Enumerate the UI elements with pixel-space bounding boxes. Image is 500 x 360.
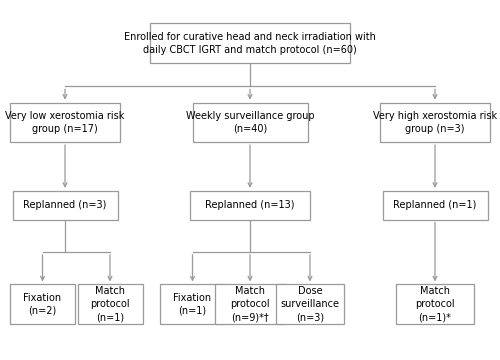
Text: Fixation
(n=1): Fixation (n=1) (174, 293, 212, 316)
Text: Weekly surveillance group
(n=40): Weekly surveillance group (n=40) (186, 111, 314, 134)
FancyBboxPatch shape (276, 284, 344, 324)
FancyBboxPatch shape (190, 191, 310, 220)
FancyBboxPatch shape (160, 284, 225, 324)
Text: Dose
surveillance
(n=3): Dose surveillance (n=3) (280, 287, 340, 322)
FancyBboxPatch shape (78, 284, 142, 324)
FancyBboxPatch shape (192, 103, 308, 142)
FancyBboxPatch shape (12, 191, 118, 220)
Text: Very high xerostomia risk
group (n=3): Very high xerostomia risk group (n=3) (373, 111, 497, 134)
Text: Replanned (n=13): Replanned (n=13) (206, 200, 295, 210)
Text: Replanned (n=3): Replanned (n=3) (24, 200, 106, 210)
FancyBboxPatch shape (382, 191, 488, 220)
Text: Match
protocol
(n=1)*: Match protocol (n=1)* (415, 287, 455, 322)
FancyBboxPatch shape (10, 284, 75, 324)
Text: Very low xerostomia risk
group (n=17): Very low xerostomia risk group (n=17) (6, 111, 124, 134)
Text: Fixation
(n=2): Fixation (n=2) (24, 293, 62, 316)
Text: Match
protocol
(n=9)*†: Match protocol (n=9)*† (230, 287, 270, 322)
FancyBboxPatch shape (10, 103, 120, 142)
FancyBboxPatch shape (380, 103, 490, 142)
Text: Match
protocol
(n=1): Match protocol (n=1) (90, 287, 130, 322)
FancyBboxPatch shape (150, 23, 350, 63)
Text: Replanned (n=1): Replanned (n=1) (394, 200, 476, 210)
FancyBboxPatch shape (215, 284, 285, 324)
Text: Enrolled for curative head and neck irradiation with
daily CBCT IGRT and match p: Enrolled for curative head and neck irra… (124, 32, 376, 55)
FancyBboxPatch shape (396, 284, 474, 324)
